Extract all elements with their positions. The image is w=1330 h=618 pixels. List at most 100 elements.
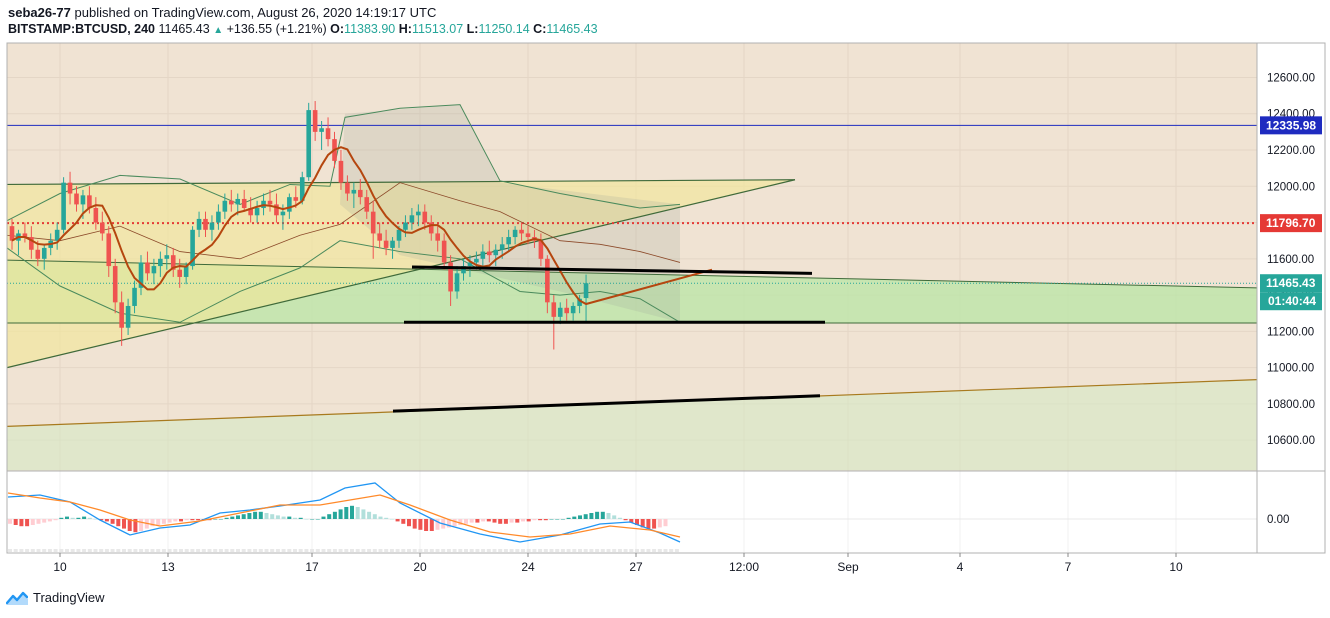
macd-volume-tick <box>275 549 280 552</box>
macd-hist-bar <box>401 519 406 524</box>
macd-hist-bar <box>361 509 366 519</box>
macd-volume-tick <box>361 549 366 552</box>
macd-signal-line <box>7 492 681 538</box>
candle-body <box>287 197 292 212</box>
candle-body <box>35 249 41 259</box>
macd-hist-bar <box>543 519 548 521</box>
macd-hist-bar <box>161 519 166 524</box>
macd-volume-tick <box>82 549 87 552</box>
candle-body <box>480 251 486 259</box>
macd-hist-bar <box>116 519 121 527</box>
candle-body <box>370 211 376 234</box>
x-tick-label: 10 <box>1169 560 1183 574</box>
candle-body <box>461 266 466 274</box>
macd-volume-tick <box>338 549 343 552</box>
macd-hist-bar <box>395 519 400 522</box>
macd-volume-tick <box>560 549 565 552</box>
macd-hist-bar <box>236 515 240 519</box>
author-name[interactable]: seba26-77 <box>8 5 71 20</box>
candle-body <box>93 208 99 223</box>
macd-volume-tick <box>595 549 600 552</box>
candle-body <box>138 262 144 288</box>
macd-volume-tick <box>509 549 514 552</box>
y-tick-label: 12600.00 <box>1267 72 1315 84</box>
macd-hist-bar <box>481 519 486 522</box>
macd-hist-bar <box>583 514 588 519</box>
candle-body <box>396 229 402 241</box>
candle-body <box>454 273 460 292</box>
macd-volume-tick <box>555 549 560 552</box>
macd-volume-tick <box>663 549 668 552</box>
price-label-text: 12335.98 <box>1266 118 1316 132</box>
macd-hist-bar <box>538 519 543 521</box>
footer-brand[interactable]: TradingView <box>33 590 105 605</box>
candle-body <box>351 189 357 194</box>
macd-hist-bar <box>458 519 463 525</box>
tradingview-logo-icon[interactable] <box>6 591 28 605</box>
macd-volume-tick <box>543 549 548 552</box>
macd-hist-bar <box>275 515 280 519</box>
candle-body <box>158 258 163 267</box>
macd-volume-tick <box>241 549 246 552</box>
y-tick-label: 12000.00 <box>1267 181 1315 193</box>
macd-volume-tick <box>424 549 429 552</box>
macd-hist-bar <box>663 519 668 527</box>
triangle-up-icon: ▲ <box>213 25 224 36</box>
candle-body <box>177 269 182 277</box>
macd-hist-bar <box>521 519 525 522</box>
macd-hist-bar <box>122 519 126 529</box>
y-tick-label: 11600.00 <box>1267 254 1314 266</box>
x-tick-label: 17 <box>305 560 319 574</box>
candle-body <box>80 195 86 205</box>
macd-volume-tick <box>617 549 622 552</box>
candle-body <box>67 182 73 194</box>
bollinger-mid-line <box>6 182 681 263</box>
macd-hist-bar <box>287 516 292 519</box>
countdown-text: 01:40:44 <box>1268 294 1316 308</box>
macd-volume-tick <box>253 549 258 552</box>
macd-hist-bar <box>372 514 377 519</box>
macd-hist-bar <box>623 519 628 521</box>
macd-hist-bar <box>652 519 657 529</box>
macd-hist-bar <box>629 519 634 523</box>
macd-pane-bg <box>7 471 1257 553</box>
macd-volume-tick <box>321 549 326 552</box>
macd-volume-tick <box>441 549 446 552</box>
macd-hist-bar <box>264 513 269 519</box>
candle-body <box>428 222 434 234</box>
y-tick-label: 12200.00 <box>1267 145 1315 157</box>
macd-hist-bar <box>281 516 286 519</box>
macd-volume-tick <box>355 549 360 552</box>
macd-volume-tick <box>475 549 480 552</box>
macd-volume-tick <box>401 549 406 552</box>
price-change: +136.55 (+1.21%) <box>226 22 327 36</box>
macd-volume-tick <box>99 549 104 552</box>
macd-volume-tick <box>110 549 115 552</box>
candle-body <box>377 233 382 241</box>
macd-volume-tick <box>144 549 149 552</box>
macd-hist-bar <box>469 519 474 523</box>
macd-hist-bar <box>173 519 178 522</box>
macd-volume-tick <box>236 549 240 552</box>
candle-body <box>9 226 15 241</box>
macd-hist-bar <box>526 519 531 522</box>
macd-volume-tick <box>669 549 674 552</box>
macd-volume-tick <box>635 549 639 552</box>
candle-body <box>299 177 305 201</box>
macd-hist-bar <box>446 519 451 528</box>
candle-body <box>190 229 195 267</box>
macd-hist-bar <box>93 519 98 520</box>
macd-hist-bar <box>270 514 275 519</box>
candle-body <box>61 182 66 230</box>
macd-hist-bar <box>475 519 480 523</box>
candle-body <box>383 240 389 248</box>
macd-volume-tick <box>446 549 451 552</box>
candle-body <box>435 233 440 241</box>
macd-volume-tick <box>464 549 468 552</box>
macd-volume-tick <box>167 549 172 552</box>
macd-hist-bar <box>70 517 75 519</box>
macd-volume-tick <box>184 549 189 552</box>
low-value: 11250.14 <box>478 22 530 36</box>
macd-hist-bar <box>110 519 115 524</box>
